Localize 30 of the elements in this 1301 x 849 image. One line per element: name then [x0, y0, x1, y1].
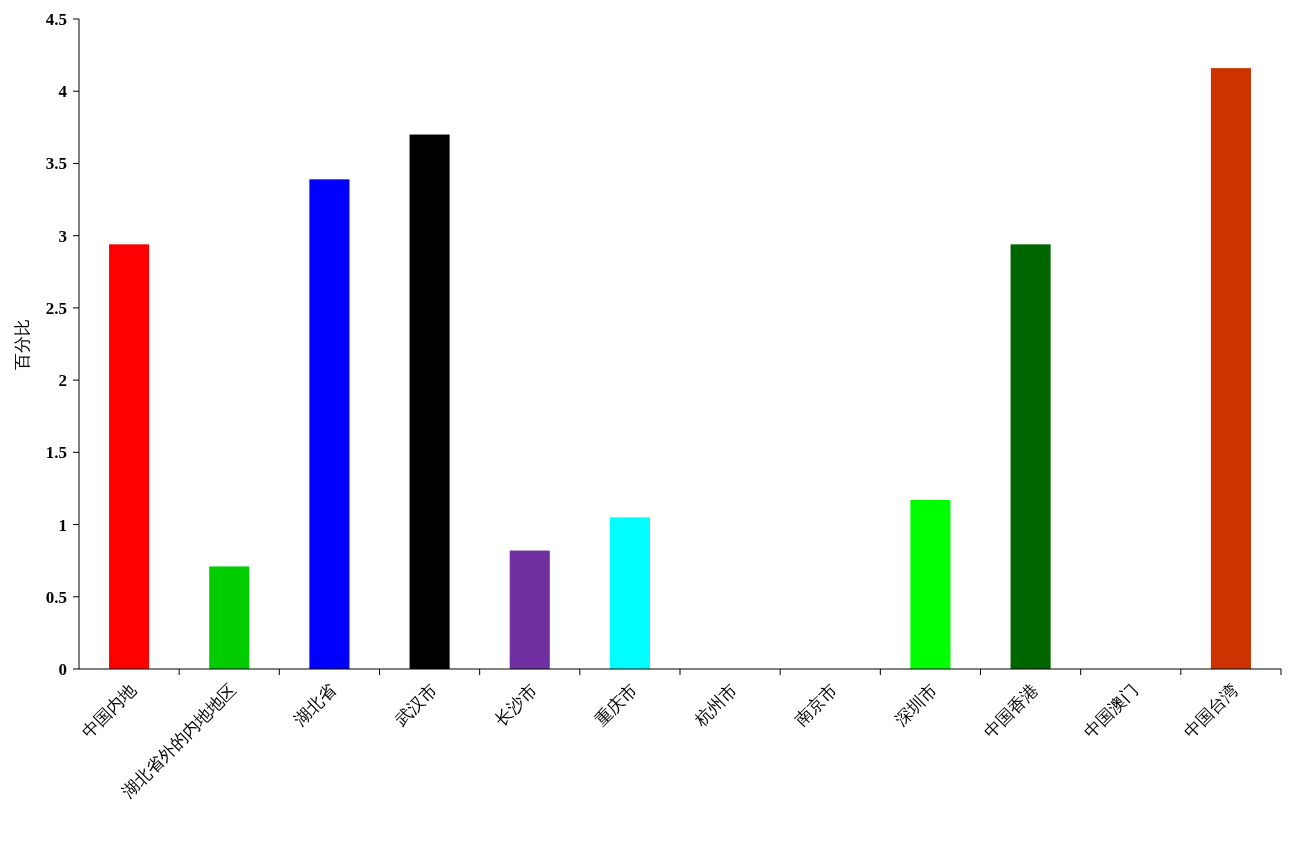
y-tick-label: 4.5	[45, 9, 67, 29]
x-tick-label: 武汉市	[390, 679, 441, 730]
bar	[1010, 244, 1051, 669]
bar	[509, 550, 550, 669]
x-tick-label: 中国台湾	[1179, 679, 1242, 742]
bar	[1210, 68, 1251, 669]
x-tick-label: 重庆市	[590, 679, 641, 730]
x-tick-label: 深圳市	[891, 679, 942, 730]
x-tick-label: 湖北省	[290, 679, 341, 730]
bar	[309, 179, 350, 669]
x-tick-label: 中国香港	[979, 679, 1042, 742]
x-tick-label: 杭州市	[690, 679, 741, 731]
bar	[109, 244, 150, 669]
bar	[910, 500, 951, 669]
y-tick-label: 1	[58, 515, 67, 535]
x-tick-label: 南京市	[790, 679, 842, 730]
y-tick-label: 0	[58, 659, 67, 679]
y-tick-label: 2	[58, 371, 67, 391]
y-tick-label: 0.5	[45, 587, 67, 607]
y-axis-title: 百分比	[12, 318, 32, 370]
x-tick-label: 长沙市	[490, 679, 541, 730]
x-tick-label: 中国内地	[77, 679, 140, 742]
y-tick-label: 3.5	[45, 154, 67, 174]
y-tick-label: 2.5	[45, 298, 67, 318]
x-tick-label: 中国澳门	[1079, 679, 1142, 742]
bar	[209, 566, 250, 669]
y-tick-label: 4	[58, 82, 68, 102]
y-tick-label: 1.5	[45, 443, 67, 463]
y-tick-label: 3	[58, 226, 67, 246]
bar	[609, 517, 650, 669]
